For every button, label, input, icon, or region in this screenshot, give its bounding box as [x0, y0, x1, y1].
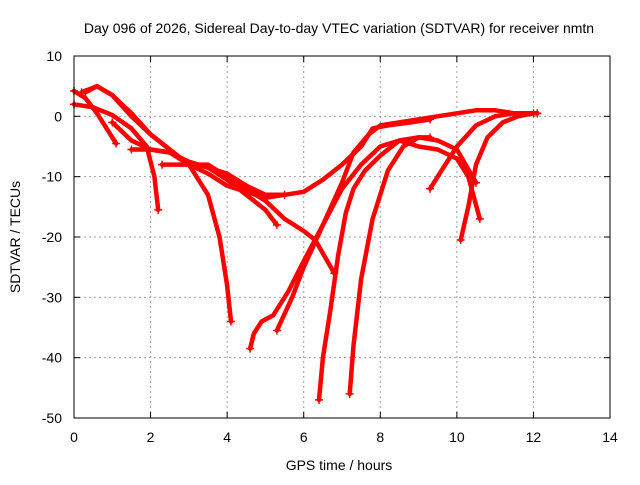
- series-arc-6-marker: [127, 145, 136, 154]
- series-arc-9-marker: [272, 326, 281, 335]
- series-arc-13-marker: [456, 236, 465, 245]
- series-arc-7-marker: [158, 160, 167, 169]
- chart-title: Day 096 of 2026, Sidereal Day-to-day VTE…: [84, 20, 594, 36]
- series-arc-1: [71, 88, 119, 146]
- series-arc-13-marker: [533, 109, 542, 118]
- series-arc-11-marker: [426, 133, 435, 142]
- series-arc-4: [79, 83, 287, 201]
- series-arc-8: [247, 138, 483, 351]
- x-tick-label: 0: [70, 429, 78, 445]
- y-tick-label: -40: [42, 350, 62, 366]
- series-arc-10-marker: [315, 395, 324, 404]
- y-tick-label: -50: [42, 410, 62, 426]
- y-tick-label: -10: [42, 169, 62, 185]
- y-tick-label: -20: [42, 229, 62, 245]
- series-arc-10: [316, 135, 479, 403]
- x-tick-label: 8: [376, 429, 384, 445]
- x-tick-label: 4: [223, 429, 231, 445]
- series-arc-11-marker: [345, 389, 354, 398]
- series-arc-2: [71, 102, 161, 213]
- series-arc-8-marker: [246, 344, 255, 353]
- data-series: [70, 83, 542, 404]
- series-arc-5-marker: [272, 220, 281, 229]
- y-axis-label: SDTVAR / TECUs: [7, 181, 23, 293]
- series-arc-3-marker: [226, 317, 235, 326]
- axis-ticks: [73, 55, 611, 419]
- x-axis-label: GPS time / hours: [286, 457, 393, 473]
- series-arc-1-marker: [112, 139, 121, 148]
- series-arc-9: [274, 108, 536, 333]
- series-arc-4-marker: [77, 88, 86, 97]
- series-arc-8-marker: [475, 214, 484, 223]
- x-tick-label: 14: [602, 429, 618, 445]
- x-tick-label: 10: [449, 429, 465, 445]
- x-tick-label: 12: [526, 429, 542, 445]
- series-arc-5-marker: [108, 118, 117, 127]
- y-tick-label: 0: [54, 108, 62, 124]
- x-tick-label: 6: [300, 429, 308, 445]
- y-tick-label: 10: [46, 48, 62, 64]
- series-arc-2-marker: [154, 205, 163, 214]
- series-arc-13: [458, 111, 540, 243]
- series-arc-12-marker: [426, 184, 435, 193]
- x-tick-labels: 0 2 4 6 8 10 12 14: [70, 429, 618, 445]
- y-tick-labels: 10 0 -10 -20 -30 -40 -50: [42, 48, 62, 426]
- x-tick-label: 2: [147, 429, 155, 445]
- y-tick-label: -30: [42, 289, 62, 305]
- series-arc-11: [347, 135, 433, 397]
- series-arc-6: [129, 147, 337, 276]
